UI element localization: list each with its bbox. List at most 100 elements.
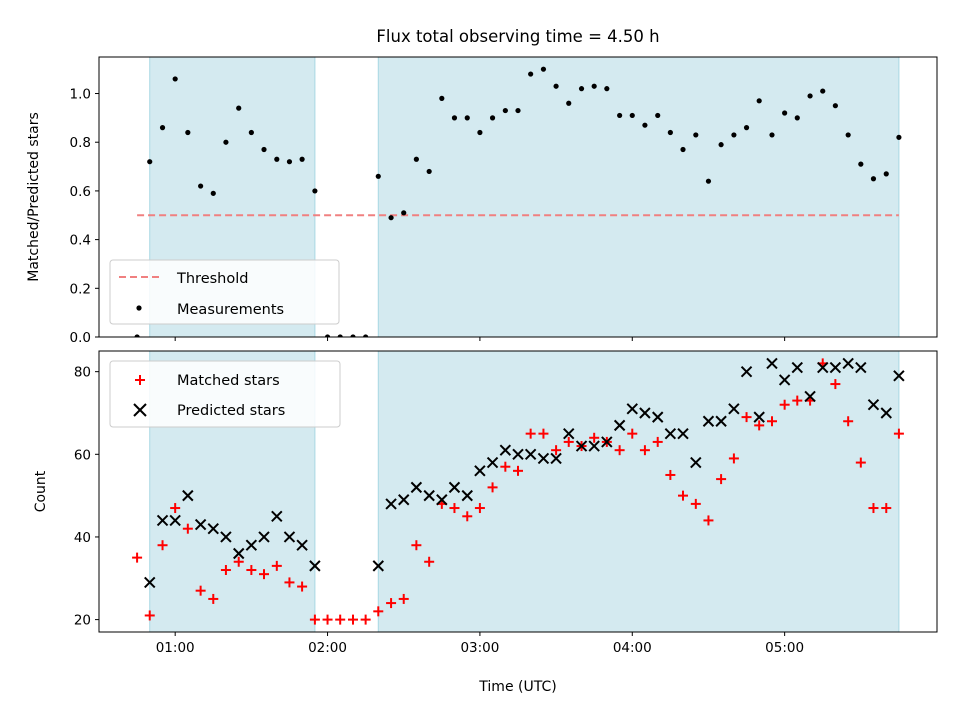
- matched-star-point: [271, 560, 282, 571]
- measurement-point: [705, 178, 712, 184]
- predicted-star-point: [271, 510, 283, 523]
- y-tick-label: 0.8: [70, 135, 91, 151]
- matched-star-point: [132, 552, 143, 563]
- matched-star-point: [843, 416, 854, 427]
- matched-star-point: [411, 540, 422, 551]
- observing-window-2: [377, 350, 900, 633]
- legend-box: [109, 259, 340, 325]
- measurement-point: [464, 115, 470, 121]
- predicted-star-point: [233, 547, 245, 560]
- measurement-point: [883, 171, 889, 177]
- y-tick-label: 0.6: [70, 184, 91, 200]
- measurement-point: [159, 125, 166, 131]
- predicted-star-point: [588, 440, 600, 452]
- predicted-star-point: [499, 444, 512, 456]
- y-tick-label: 40: [74, 530, 91, 546]
- matched-star-point: [665, 469, 676, 480]
- matched-star-point: [386, 598, 397, 609]
- matched-star-point: [462, 511, 473, 522]
- predicted-star-point: [486, 456, 499, 469]
- measurement-point: [870, 176, 877, 182]
- predicted-star-point: [880, 407, 892, 419]
- y-tick-label: 0.4: [70, 233, 91, 249]
- predicted-star-point: [702, 415, 715, 427]
- measurement-point: [756, 98, 762, 104]
- predicted-star-point: [410, 481, 423, 494]
- legend-predicted-swatch: [133, 403, 147, 417]
- y-tick-label: 60: [74, 447, 91, 463]
- measurement-point: [439, 95, 445, 101]
- matched-star-point: [589, 432, 600, 443]
- predicted-star-point: [537, 452, 550, 465]
- measurement-point: [807, 93, 813, 99]
- measurement-point: [680, 146, 686, 153]
- observing-window-2: [377, 56, 900, 338]
- matched-star-point: [170, 503, 181, 514]
- measurement-point: [324, 334, 331, 337]
- predicted-star-point: [385, 498, 397, 510]
- matched-star-point: [881, 503, 892, 514]
- predicted-star-point: [728, 403, 740, 415]
- matched-star-point: [208, 593, 219, 604]
- measurement-point: [718, 142, 724, 148]
- matched-star-point: [703, 515, 714, 526]
- matched-star-point: [398, 593, 409, 604]
- measurement-point: [312, 188, 318, 194]
- matched-star-point: [513, 465, 523, 476]
- matched-star-point: [487, 482, 498, 493]
- chart-title: Flux total observing time = 4.50 h: [376, 27, 659, 46]
- predicted-star-point: [220, 531, 232, 543]
- measurement-point: [515, 107, 521, 114]
- matched-star-point: [233, 556, 244, 567]
- predicted-star-point: [563, 427, 575, 440]
- measurement-point: [185, 129, 191, 136]
- measurement-point: [223, 139, 229, 145]
- measurement-point: [553, 83, 559, 89]
- measurement-point: [896, 134, 902, 140]
- matched-star-point: [500, 461, 511, 472]
- predicted-star-point: [778, 374, 791, 386]
- measurement-point: [731, 132, 737, 138]
- legend-predicted-label: Predicted stars: [177, 403, 285, 419]
- matched-star-point: [855, 457, 866, 468]
- matched-star-point: [690, 498, 701, 509]
- predicted-star-point: [296, 539, 308, 551]
- predicted-star-point: [639, 407, 651, 419]
- predicted-star-point: [601, 436, 613, 448]
- measurement-point: [769, 132, 775, 138]
- axes-frame: [98, 350, 938, 633]
- measurement-point: [350, 334, 356, 337]
- legend: Matched stars Predicted stars: [109, 360, 341, 428]
- measurement-point: [375, 173, 381, 179]
- matched-star-point: [220, 565, 231, 576]
- legend-matched-label: Matched stars: [177, 373, 280, 389]
- matched-star-point: [144, 610, 155, 621]
- matched-star-point: [157, 540, 168, 551]
- measurement-point: [426, 168, 432, 175]
- measurement-point: [299, 156, 305, 162]
- measurement-point: [617, 112, 623, 119]
- predicted-star-point: [867, 399, 880, 411]
- legend-measurement-label: Measurements: [177, 302, 284, 318]
- matched-star-point: [627, 428, 638, 439]
- predicted-star-point: [372, 560, 384, 572]
- predicted-star-point: [423, 489, 435, 502]
- matched-star-point: [259, 569, 270, 580]
- x-tick-label: 04:00: [613, 640, 652, 656]
- measurement-point: [172, 76, 178, 82]
- y-tick-label: 0.0: [70, 330, 91, 346]
- predicted-star-point: [715, 415, 727, 427]
- matched-star-point: [678, 490, 689, 501]
- matched-star-point: [754, 420, 765, 431]
- matched-star-point: [639, 445, 650, 456]
- predicted-star-point: [398, 494, 410, 506]
- x-tick-label: 01:00: [156, 640, 195, 656]
- measurement-point: [566, 100, 572, 106]
- measurement-point: [591, 83, 597, 89]
- matched-star-point: [551, 445, 562, 456]
- measurement-point: [743, 125, 750, 131]
- matched-star-point: [474, 503, 485, 514]
- matched-star-point: [449, 503, 460, 514]
- measurement-point: [363, 334, 369, 337]
- predicted-star-point: [474, 465, 486, 477]
